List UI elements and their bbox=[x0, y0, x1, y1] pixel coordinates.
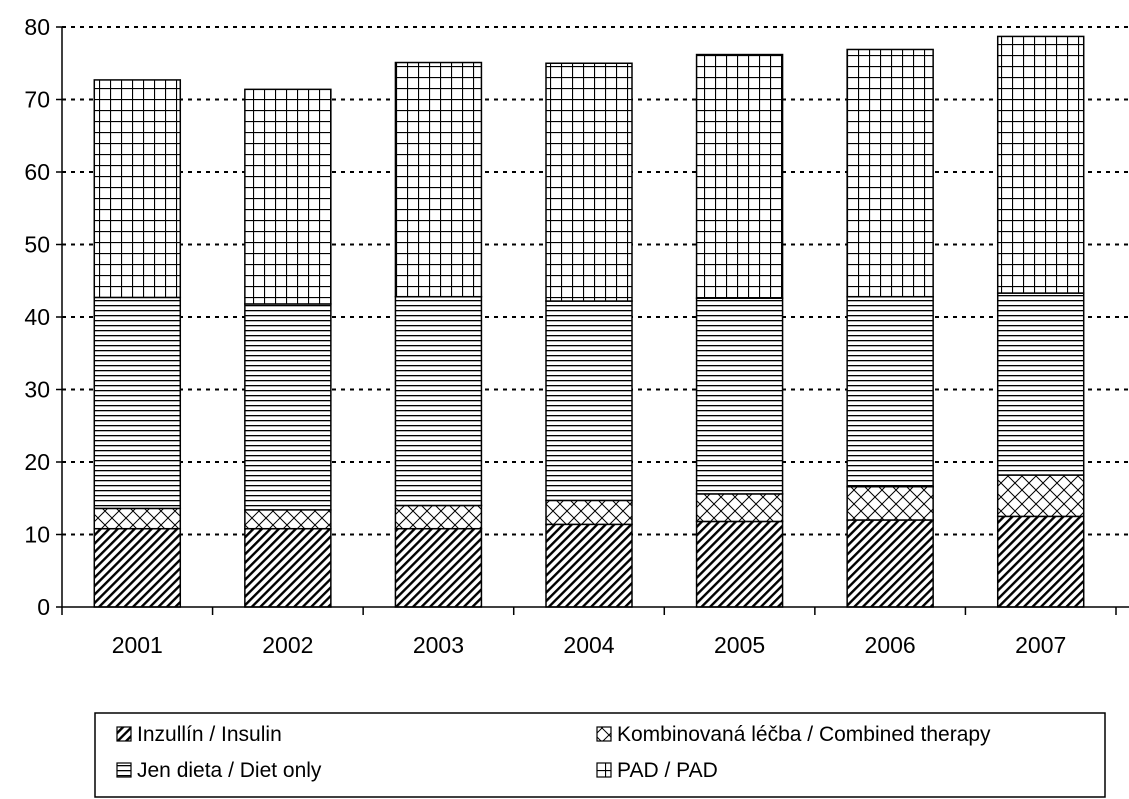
bar-segment-insulin-2006 bbox=[846, 519, 934, 608]
bar-segment-insulin-2001 bbox=[93, 527, 182, 608]
legend-swatch-pad bbox=[596, 762, 612, 778]
legend-label-diet-only: Jen dieta / Diet only bbox=[137, 759, 322, 782]
bar-segment-diet-only-2002 bbox=[244, 303, 332, 511]
legend-item-diet-only: Jen dieta / Diet only bbox=[116, 759, 322, 782]
legend-swatch-insulin bbox=[116, 726, 132, 742]
bar-segment-diet-only-2003 bbox=[394, 295, 483, 507]
x-tick-label-2001: 2001 bbox=[112, 632, 163, 658]
legend-swatch-combined-therapy bbox=[596, 726, 612, 742]
x-axis-ticks: 2001 2002 2003 2004 2005 2006 2007 bbox=[61, 607, 1117, 658]
y-axis-ticks: 0 10 20 30 40 50 60 70 80 bbox=[24, 14, 62, 620]
y-tick-label-40: 40 bbox=[24, 304, 50, 330]
legend-item-insulin: Inzullín / Insulin bbox=[116, 723, 282, 746]
bar-segment-insulin-2007 bbox=[996, 515, 1085, 608]
bar-segment-combined-therapy-2006 bbox=[846, 485, 934, 521]
x-tick-label-2006: 2006 bbox=[865, 632, 916, 658]
bar-segment-combined-therapy-2001 bbox=[93, 507, 182, 530]
bar-segment-diet-only-2005 bbox=[695, 297, 784, 495]
bar-segment-insulin-2004 bbox=[545, 523, 633, 608]
bar-segment-insulin-2005 bbox=[695, 520, 784, 608]
bar-segment-pad-2007 bbox=[996, 35, 1085, 294]
y-tick-label-60: 60 bbox=[24, 159, 50, 185]
bar-segment-pad-2005 bbox=[695, 53, 784, 299]
legend-label-combined-therapy: Kombinovaná léčba / Combined therapy bbox=[617, 723, 991, 746]
legend-label-insulin: Inzullín / Insulin bbox=[137, 723, 282, 746]
y-tick-label-50: 50 bbox=[24, 232, 50, 258]
legend-swatch-diet-only bbox=[116, 762, 132, 778]
bar-segment-pad-2001 bbox=[93, 79, 182, 299]
y-tick-label-10: 10 bbox=[24, 522, 50, 548]
bar-segment-diet-only-2007 bbox=[996, 292, 1085, 476]
y-tick-label-30: 30 bbox=[24, 377, 50, 403]
x-tick-label-2003: 2003 bbox=[413, 632, 464, 658]
bars bbox=[93, 35, 1085, 608]
legend-item-combined-therapy: Kombinovaná léčba / Combined therapy bbox=[596, 723, 991, 746]
bar-segment-combined-therapy-2003 bbox=[394, 504, 483, 530]
bar-segment-combined-therapy-2005 bbox=[695, 493, 784, 523]
bar-segment-diet-only-2006 bbox=[846, 295, 934, 488]
bar-segment-pad-2006 bbox=[846, 48, 934, 298]
bar-segment-diet-only-2001 bbox=[93, 296, 182, 510]
x-tick-label-2004: 2004 bbox=[563, 632, 614, 658]
bar-segment-combined-therapy-2004 bbox=[545, 499, 633, 526]
y-tick-label-20: 20 bbox=[24, 449, 50, 475]
y-tick-label-80: 80 bbox=[24, 14, 50, 40]
bar-segment-combined-therapy-2007 bbox=[996, 474, 1085, 518]
legend-label-pad: PAD / PAD bbox=[617, 759, 718, 782]
bar-segment-combined-therapy-2002 bbox=[244, 509, 332, 530]
bar-segment-insulin-2003 bbox=[394, 527, 483, 608]
y-tick-label-0: 0 bbox=[37, 594, 50, 620]
bar-segment-pad-2003 bbox=[394, 61, 483, 298]
y-tick-label-70: 70 bbox=[24, 87, 50, 113]
bar-segment-diet-only-2004 bbox=[545, 300, 633, 502]
x-tick-label-2002: 2002 bbox=[262, 632, 313, 658]
bar-segment-insulin-2002 bbox=[244, 527, 332, 608]
bar-segment-pad-2004 bbox=[545, 62, 633, 302]
bar-segment-pad-2002 bbox=[244, 88, 332, 305]
legend-item-pad: PAD / PAD bbox=[596, 759, 718, 782]
x-tick-label-2005: 2005 bbox=[714, 632, 765, 658]
legend: Inzullín / Insulin Kombinovaná léčba / C… bbox=[94, 712, 1106, 798]
x-tick-label-2007: 2007 bbox=[1015, 632, 1066, 658]
